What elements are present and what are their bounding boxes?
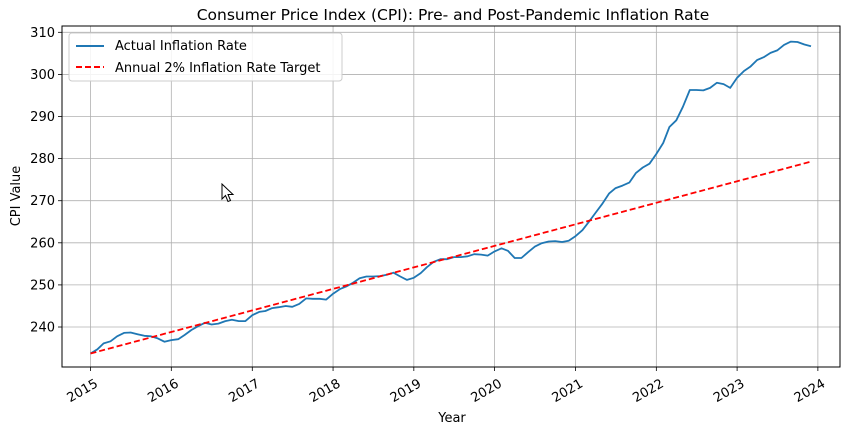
- x-tick-label: 2022: [630, 376, 666, 406]
- y-tick-label: 280: [30, 152, 55, 167]
- legend: Actual Inflation Rate Annual 2% Inflatio…: [68, 32, 343, 82]
- x-tick-label: 2015: [65, 376, 101, 406]
- x-axis: 2015 2016 2017 2018 2019 2020 2021 2022 2023 2024: [65, 367, 828, 406]
- x-tick-label: 2020: [469, 376, 505, 406]
- y-tick-label: 300: [30, 68, 55, 83]
- actual-inflation-line: [90, 40, 812, 355]
- x-tick-label: 2016: [145, 376, 181, 406]
- y-tick-label: 250: [30, 278, 55, 293]
- legend-box: [68, 32, 343, 82]
- chart-title: Consumer Price Index (CPI): Pre- and Pos…: [197, 6, 710, 24]
- y-tick-label: 270: [30, 194, 55, 209]
- legend-label-target: Annual 2% Inflation Rate Target: [115, 61, 321, 76]
- legend-label-actual: Actual Inflation Rate: [115, 39, 247, 54]
- x-tick-label: 2018: [307, 376, 343, 406]
- x-tick-label: 2019: [388, 376, 424, 406]
- x-tick-label: 2021: [550, 376, 586, 406]
- y-tick-label: 240: [30, 321, 55, 336]
- inflation-target-line: [90, 160, 812, 355]
- y-axis: 240 250 260 270 280 290 300 310: [30, 26, 62, 336]
- y-tick-label: 290: [30, 110, 55, 125]
- y-axis-label: CPI Value: [9, 166, 24, 227]
- x-axis-label: Year: [437, 411, 466, 426]
- x-tick-label: 2017: [226, 376, 262, 406]
- x-tick-label: 2023: [711, 376, 747, 406]
- x-tick-label: 2024: [792, 376, 828, 406]
- y-tick-label: 310: [30, 26, 55, 41]
- mouse-pointer-icon: [221, 183, 235, 203]
- plot-frame: [61, 25, 841, 368]
- y-tick-label: 260: [30, 236, 55, 251]
- plot-area: [90, 40, 812, 355]
